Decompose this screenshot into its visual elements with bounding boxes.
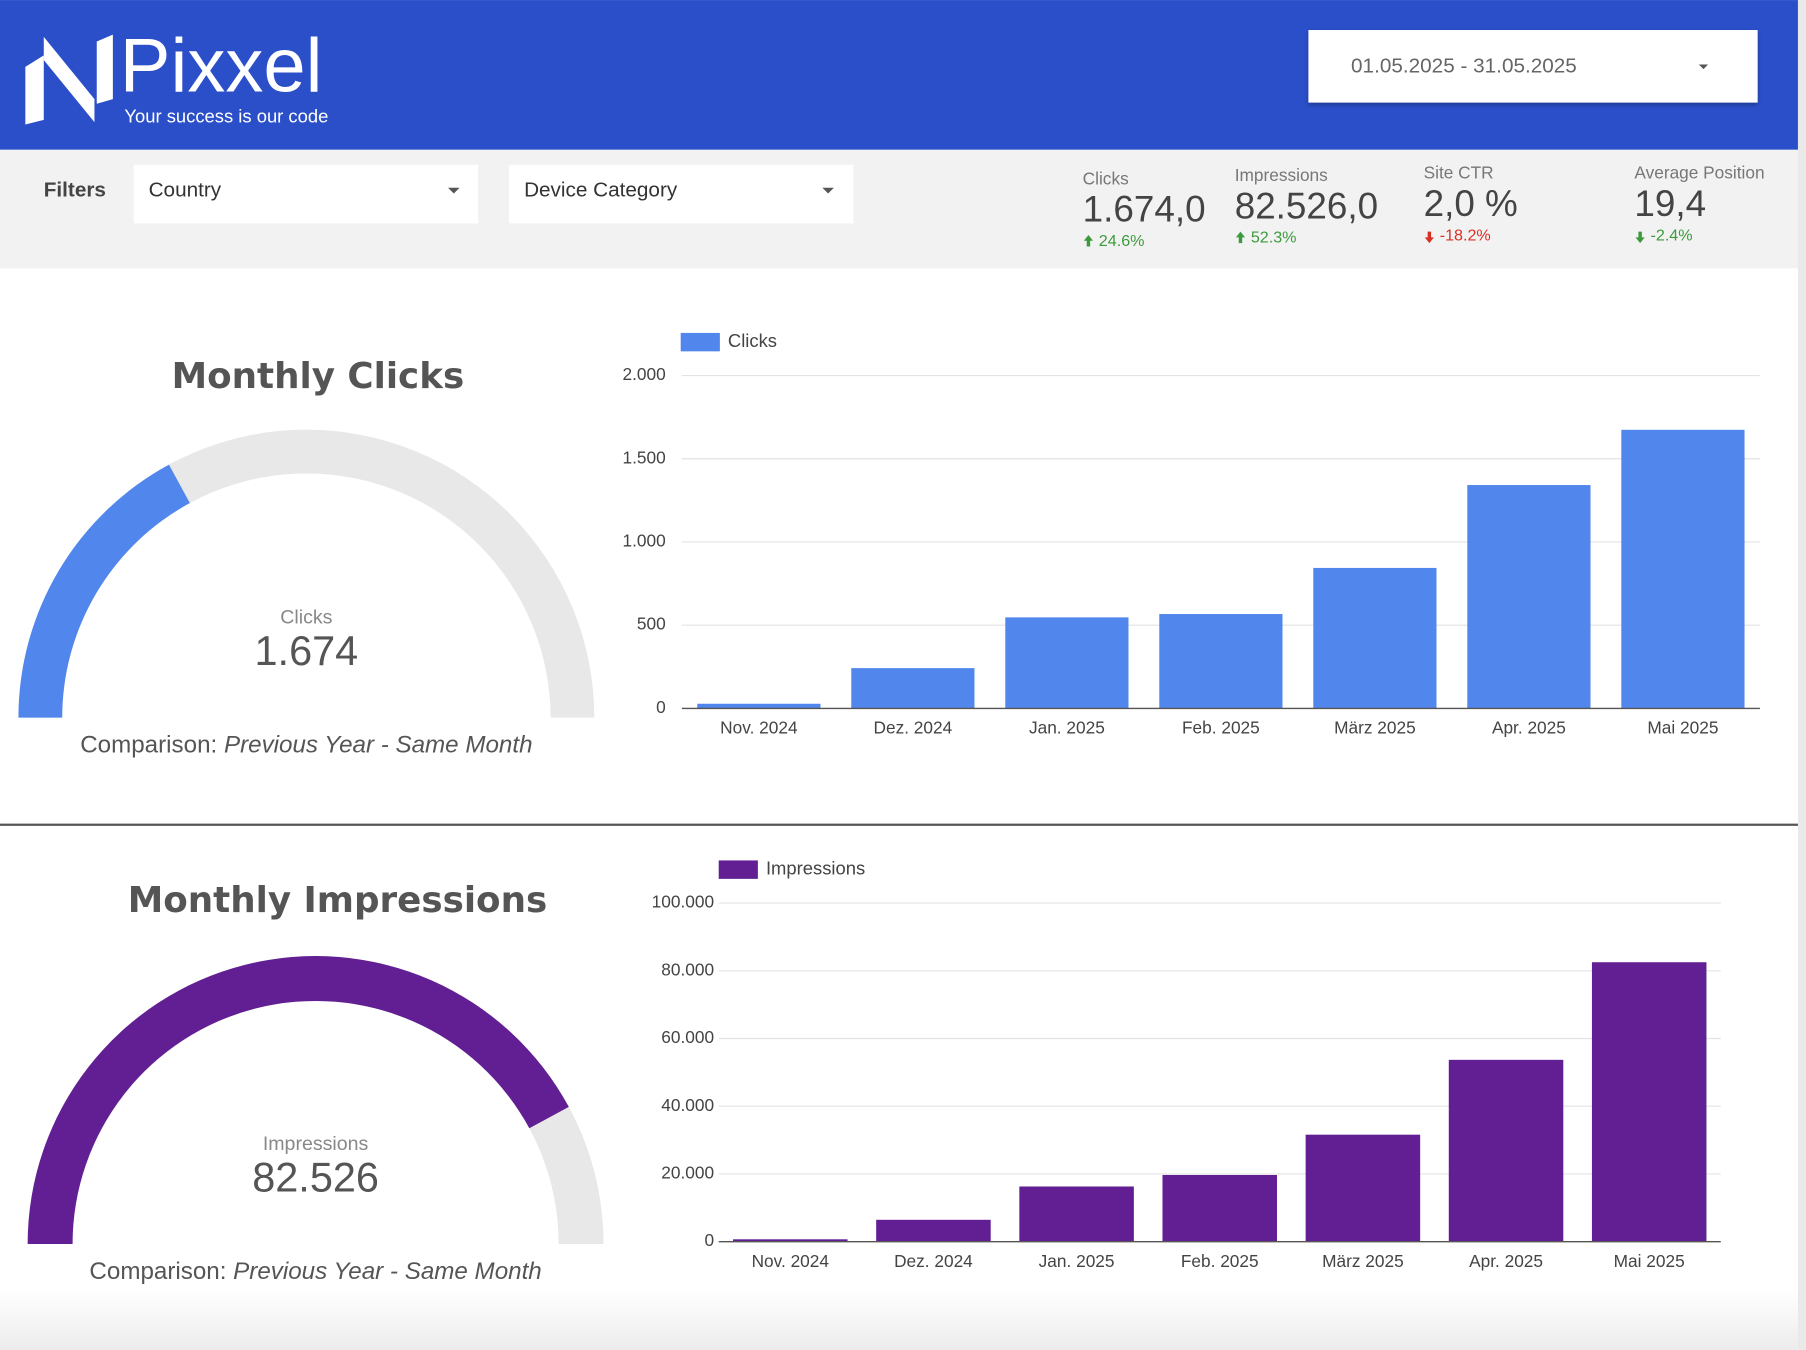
filter-box[interactable]: [509, 164, 854, 224]
y-tick-label: 40.000: [661, 1095, 714, 1115]
kpi-arrow: [1424, 231, 1434, 244]
x-tick-label: Mai 2025: [1647, 718, 1718, 738]
bar: [1448, 1059, 1564, 1242]
kpi-value: 82.526,0: [1235, 185, 1378, 226]
x-tick-label: März 2025: [1334, 718, 1416, 738]
kpi-arrow: [1635, 231, 1645, 244]
logo-icon: [25, 34, 113, 125]
date-range[interactable]: 01.05.2025 - 31.05.2025: [1351, 54, 1577, 77]
filter-box[interactable]: [133, 164, 478, 224]
x-tick-label: Feb. 2025: [1182, 718, 1260, 738]
kpi-change: -18.2%: [1440, 226, 1491, 244]
right-strip: [1797, 0, 1806, 1350]
bar: [1621, 429, 1745, 709]
bar: [1305, 1134, 1421, 1242]
x-tick-label: Apr. 2025: [1469, 1251, 1543, 1271]
filter-text[interactable]: Device Category: [524, 179, 678, 202]
x-tick-label: Dez. 2024: [894, 1251, 973, 1271]
x-tick-label: Apr. 2025: [1492, 718, 1566, 738]
gauge-value: 1.674: [255, 627, 359, 674]
kpi-value: 2,0 %: [1424, 183, 1518, 224]
filter-text[interactable]: Country: [149, 179, 222, 202]
gauge-title: Monthly Impressions: [128, 880, 548, 921]
legend-label: Clicks: [728, 330, 777, 351]
kpi-label: Impressions: [1235, 165, 1328, 185]
date-picker[interactable]: [1308, 30, 1758, 103]
kpi-change: 52.3%: [1251, 229, 1297, 247]
y-tick-label: 20.000: [661, 1163, 714, 1183]
gauge-label: Clicks: [280, 607, 332, 629]
kpi-change: 24.6%: [1099, 232, 1145, 250]
gauge-comparison: Comparison: Previous Year - Same Month: [80, 732, 532, 759]
kpi-value: 1.674,0: [1083, 189, 1206, 230]
bar: [876, 1219, 991, 1242]
kpi-label: Average Position: [1634, 163, 1764, 183]
comparison-text: Previous Year - Same Month: [233, 1258, 542, 1285]
bar: [1159, 614, 1283, 709]
legend-swatch: [718, 860, 758, 879]
y-tick-label: 1.500: [623, 447, 666, 467]
legend-swatch: [680, 332, 720, 352]
dropdown-arrow: [1698, 64, 1709, 70]
gauge-comparison: Comparison: Previous Year - Same Month: [89, 1258, 541, 1285]
bar: [733, 1239, 848, 1242]
gauge-title: Monthly Clicks: [172, 356, 465, 397]
y-tick-label: 60.000: [661, 1027, 714, 1047]
logo-text: Pixxel: [120, 24, 323, 109]
gauge-value: 82.526: [252, 1154, 379, 1201]
x-tick-label: Nov. 2024: [720, 718, 798, 738]
y-tick-label: 500: [637, 614, 666, 634]
y-tick-label: 80.000: [661, 959, 714, 979]
x-tick-label: Nov. 2024: [752, 1251, 830, 1271]
x-tick-label: Feb. 2025: [1181, 1251, 1259, 1271]
comparison-label: Comparison:: [80, 732, 217, 759]
comparison-label: Comparison:: [89, 1258, 226, 1285]
bar: [1162, 1174, 1278, 1242]
bar: [1591, 962, 1707, 1242]
x-tick-label: Jan. 2025: [1029, 718, 1105, 738]
x-tick-label: Mai 2025: [1614, 1251, 1685, 1271]
x-tick-label: März 2025: [1322, 1251, 1404, 1271]
kpi-value: 19,4: [1634, 183, 1706, 224]
gauge-value-arc: [18, 464, 190, 718]
filters-label: Filters: [44, 179, 106, 202]
comparison-text: Previous Year - Same Month: [224, 732, 533, 759]
gauge-value-arc: [27, 956, 569, 1244]
gauge-label: Impressions: [263, 1133, 369, 1155]
x-tick-label: Dez. 2024: [874, 718, 953, 738]
kpi-label: Clicks: [1083, 168, 1129, 188]
x-tick-label: Jan. 2025: [1039, 1251, 1115, 1271]
bar: [1467, 485, 1591, 709]
y-tick-label: 100.000: [652, 892, 714, 912]
kpi-change: -2.4%: [1651, 226, 1693, 244]
kpi-arrow: [1235, 231, 1246, 244]
bar: [1005, 617, 1129, 709]
y-tick-label: 2.000: [623, 364, 666, 384]
legend-label: Impressions: [766, 858, 865, 879]
kpi-label: Site CTR: [1424, 163, 1494, 183]
tagline: Your success is our code: [124, 105, 328, 126]
kpi-arrow: [1083, 235, 1094, 247]
bar: [697, 703, 821, 709]
dropdown-arrow: [822, 187, 834, 194]
y-tick-label: 0: [704, 1230, 714, 1250]
y-tick-label: 1.000: [623, 531, 666, 551]
bar: [1019, 1186, 1134, 1242]
y-tick-label: 0: [656, 697, 666, 717]
bottom-fade: [0, 1290, 1798, 1350]
bar: [1313, 567, 1437, 709]
dropdown-arrow: [448, 187, 460, 194]
bar: [851, 668, 975, 709]
